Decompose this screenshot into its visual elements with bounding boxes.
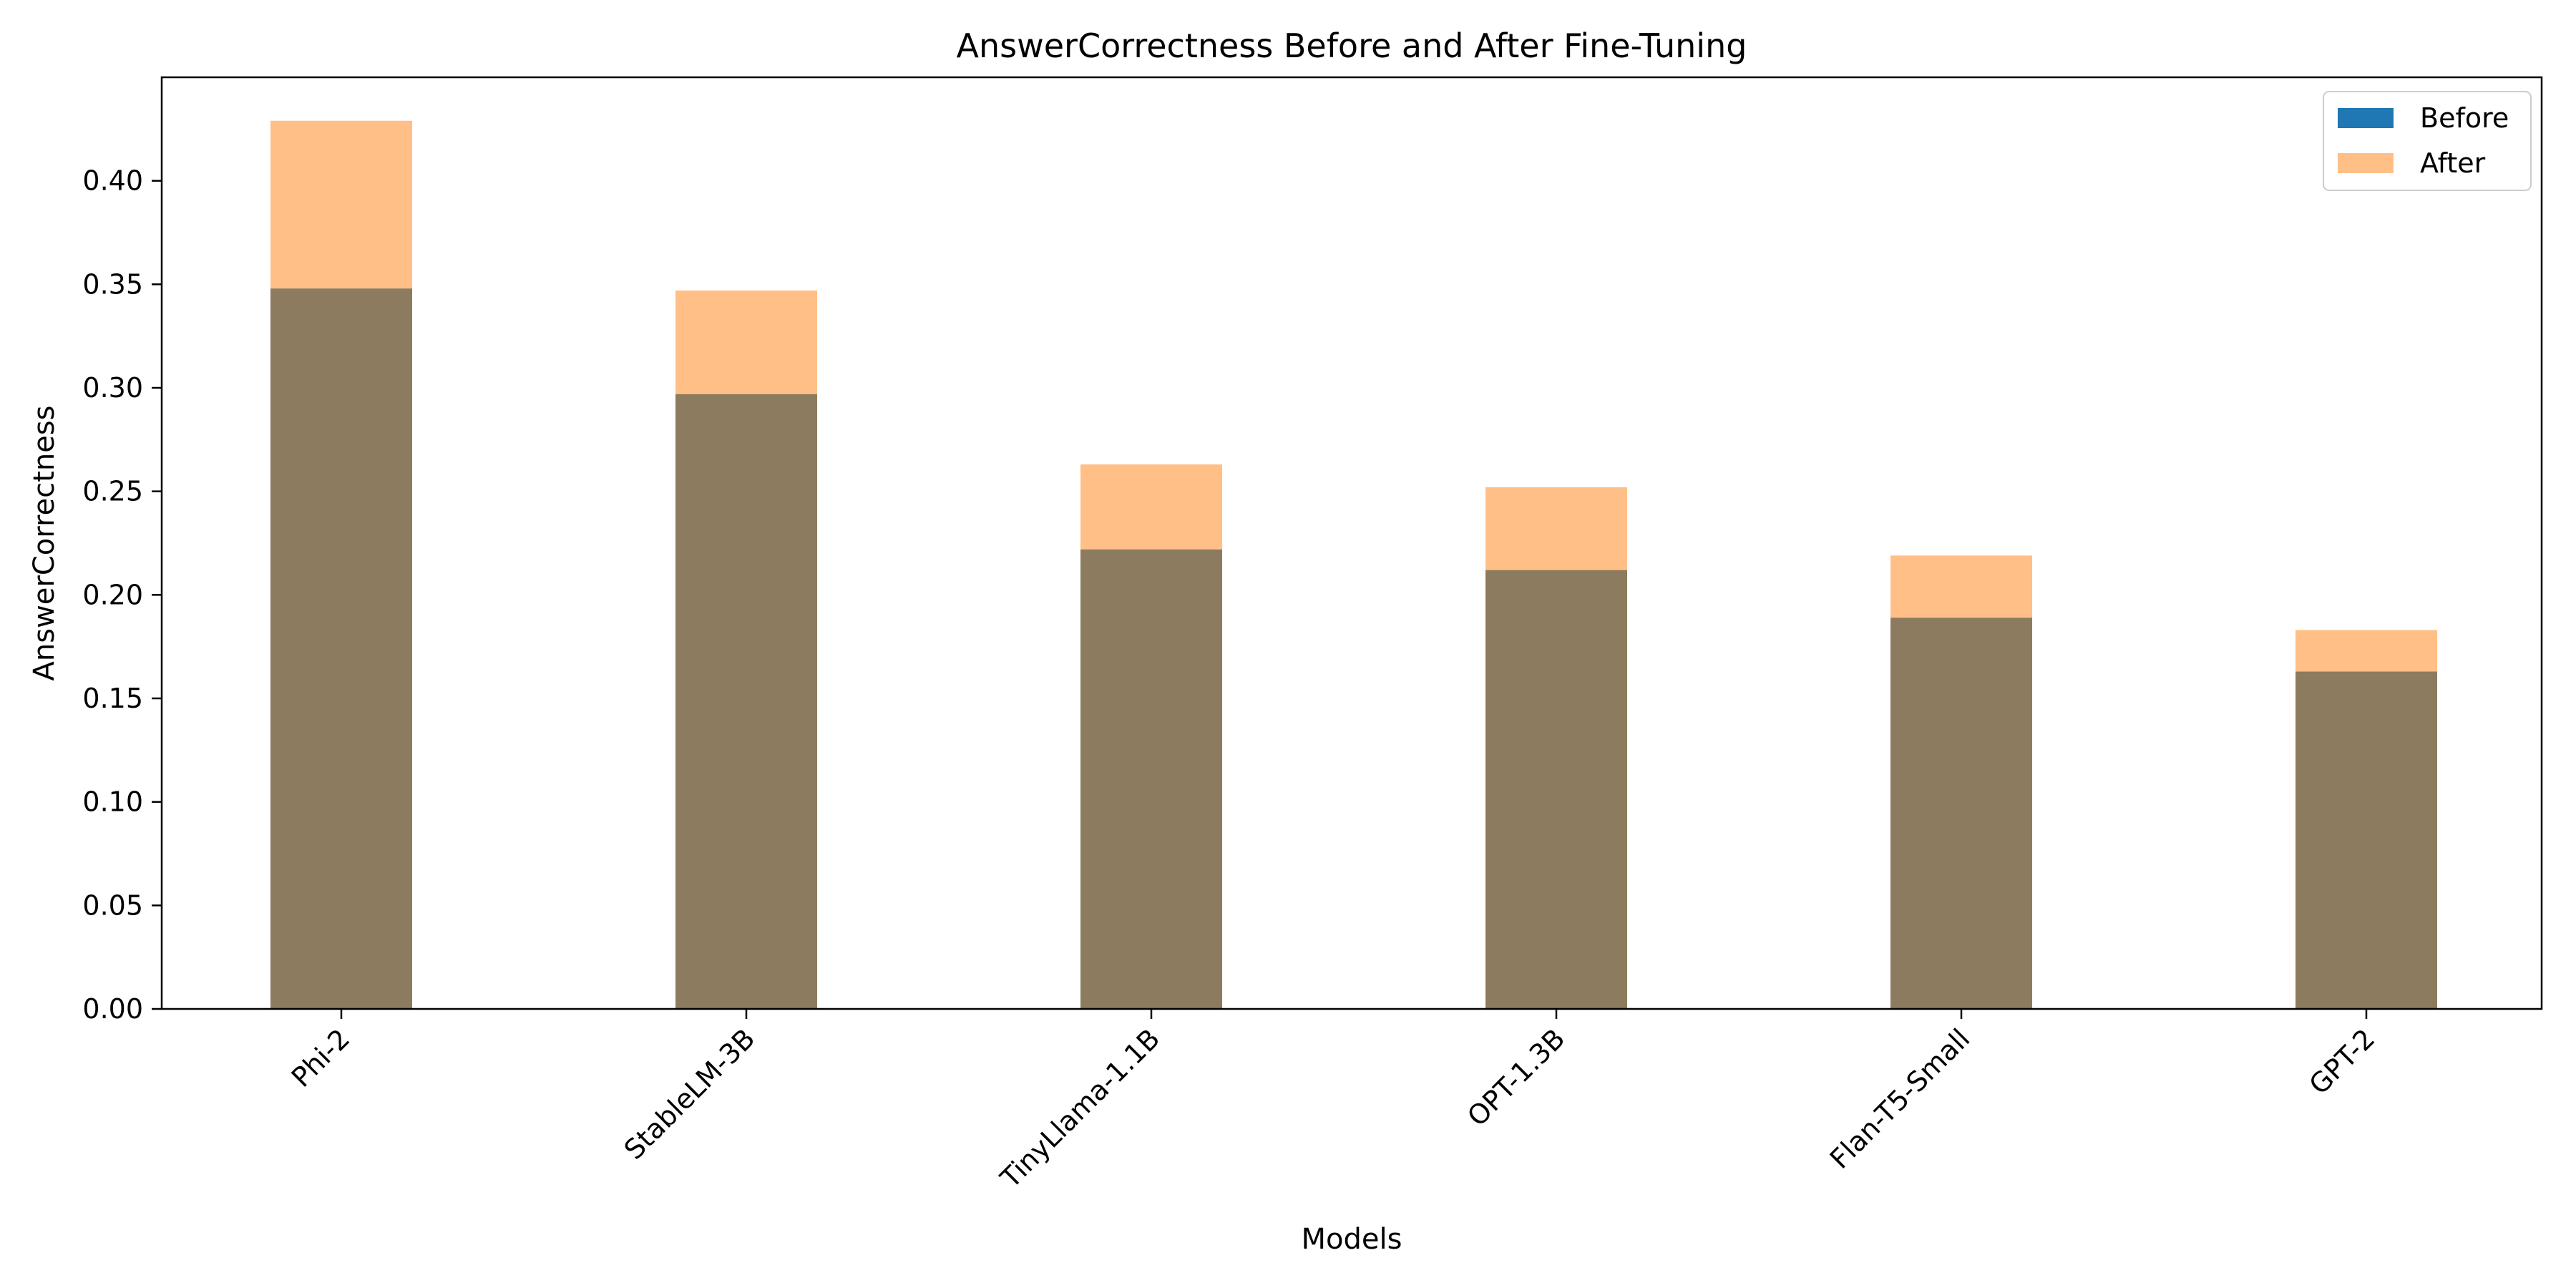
chart-title: AnswerCorrectness Before and After Fine-… xyxy=(957,26,1747,65)
legend-label-before: Before xyxy=(2420,102,2509,134)
y-axis-label: AnswerCorrectness xyxy=(28,406,61,681)
bar-before-stablelm-3b xyxy=(675,394,817,1009)
bar-after-phi-2 xyxy=(270,120,412,289)
bar-after-gpt-2 xyxy=(2296,630,2437,672)
legend-swatch-after xyxy=(2338,153,2394,173)
bar-after-stablelm-3b xyxy=(675,291,817,394)
bars-layer xyxy=(270,120,2437,1009)
bar-after-flan-t5-small xyxy=(1890,555,2032,618)
x-axis-label: Models xyxy=(1302,1223,1402,1256)
y-tick-label: 0.00 xyxy=(82,993,143,1025)
y-tick-label: 0.35 xyxy=(82,268,143,300)
bar-before-phi-2 xyxy=(270,288,412,1009)
y-tick-label: 0.25 xyxy=(82,476,143,507)
bar-before-opt-1.3b xyxy=(1485,570,1627,1009)
y-tick-label: 0.10 xyxy=(82,786,143,818)
y-tick-label: 0.40 xyxy=(82,165,143,197)
y-tick-label: 0.30 xyxy=(82,372,143,404)
legend-label-after: After xyxy=(2420,147,2486,179)
plot-frame xyxy=(160,76,2543,1010)
legend: Before After xyxy=(2323,91,2532,191)
bar-after-opt-1.3b xyxy=(1485,487,1627,570)
y-tick-label: 0.05 xyxy=(82,889,143,921)
bar-before-tinyllama-1.1b xyxy=(1080,549,1222,1009)
bar-before-flan-t5-small xyxy=(1890,618,2032,1009)
bar-after-tinyllama-1.1b xyxy=(1080,464,1222,550)
y-tick-label: 0.15 xyxy=(82,683,143,714)
legend-swatch-before xyxy=(2338,108,2394,128)
y-axis: 0.00 0.05 0.10 0.15 0.20 0.25 0.30 0.35 0.40 xyxy=(82,165,162,1025)
y-tick-label: 0.20 xyxy=(82,579,143,610)
bar-before-gpt-2 xyxy=(2296,671,2437,1009)
